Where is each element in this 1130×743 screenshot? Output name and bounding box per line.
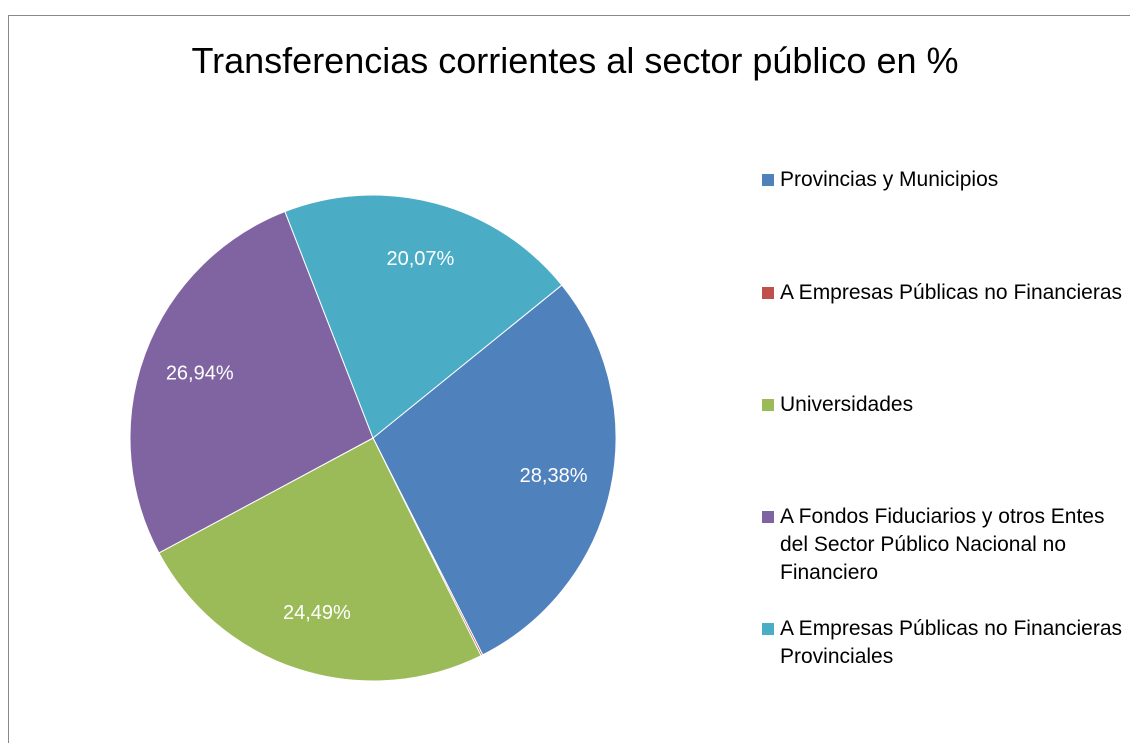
legend-label: Universidades	[780, 393, 914, 416]
chart-title: Transferencias corrientes al sector públ…	[191, 40, 959, 81]
pie-slice	[284, 194, 563, 439]
data-label: 24,49%	[283, 602, 351, 624]
legend-label: A Empresas Públicas no Financieras Provi…	[780, 617, 1122, 668]
legend-label: A Fondos Fiduciarios y otros Entes del S…	[780, 505, 1105, 584]
legend-label: A Empresas Públicas no Financieras	[780, 281, 1122, 304]
legend-swatch	[762, 174, 774, 186]
legend-entry: Universidades	[762, 391, 1130, 419]
legend-swatch	[762, 287, 774, 299]
data-label: 20,07%	[386, 248, 454, 270]
legend-label: Provincias y Municipios	[780, 168, 999, 191]
legend-entry: A Empresas Públicas no Financieras Provi…	[762, 615, 1130, 671]
pie-slice	[158, 437, 482, 682]
legend-swatch	[762, 399, 774, 411]
legend-entry: Provincias y Municipios	[762, 166, 1130, 194]
data-label: 28,38%	[520, 465, 588, 487]
legend-swatch	[762, 511, 774, 523]
legend-entry: A Fondos Fiduciarios y otros Entes del S…	[762, 503, 1130, 587]
pie-slice	[372, 284, 617, 656]
pie-slice	[129, 210, 374, 554]
legend-swatch	[762, 623, 774, 635]
data-label: 26,94%	[166, 362, 234, 384]
legend-entry: A Empresas Públicas no Financieras	[762, 279, 1130, 307]
